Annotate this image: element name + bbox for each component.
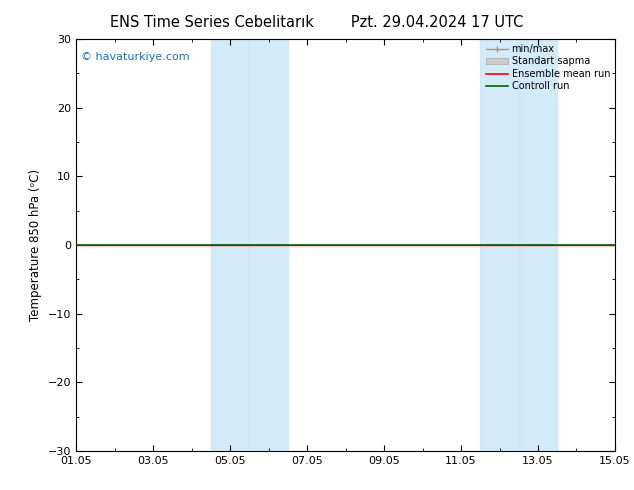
Legend: min/max, Standart sapma, Ensemble mean run, Controll run: min/max, Standart sapma, Ensemble mean r… <box>484 42 612 93</box>
Y-axis label: Temperature 850 hPa (ᵒC): Temperature 850 hPa (ᵒC) <box>29 169 42 321</box>
Text: ENS Time Series Cebelitarık        Pzt. 29.04.2024 17 UTC: ENS Time Series Cebelitarık Pzt. 29.04.2… <box>110 15 524 30</box>
Bar <box>519 39 557 451</box>
Bar <box>249 39 288 451</box>
Text: © havaturkiye.com: © havaturkiye.com <box>81 51 190 62</box>
Bar <box>480 39 519 451</box>
Bar <box>210 39 249 451</box>
